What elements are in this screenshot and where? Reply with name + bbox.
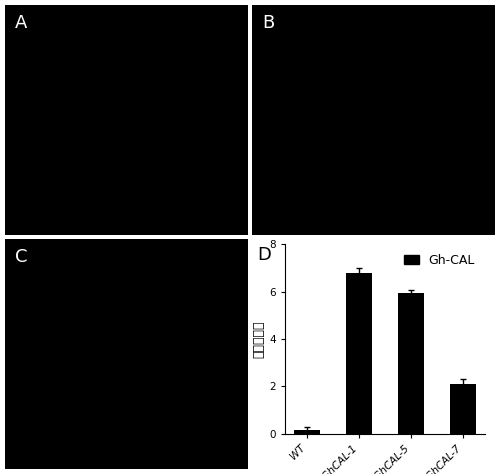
- Text: B: B: [262, 14, 274, 32]
- Text: A: A: [14, 14, 27, 32]
- Bar: [450, 384, 476, 434]
- Legend: Gh-CAL: Gh-CAL: [400, 250, 479, 271]
- Text: D: D: [258, 246, 271, 264]
- Text: C: C: [14, 248, 27, 266]
- Bar: [294, 430, 320, 434]
- Y-axis label: 相对表达量: 相对表达量: [252, 320, 265, 358]
- Bar: [346, 273, 372, 434]
- Bar: [398, 292, 424, 434]
